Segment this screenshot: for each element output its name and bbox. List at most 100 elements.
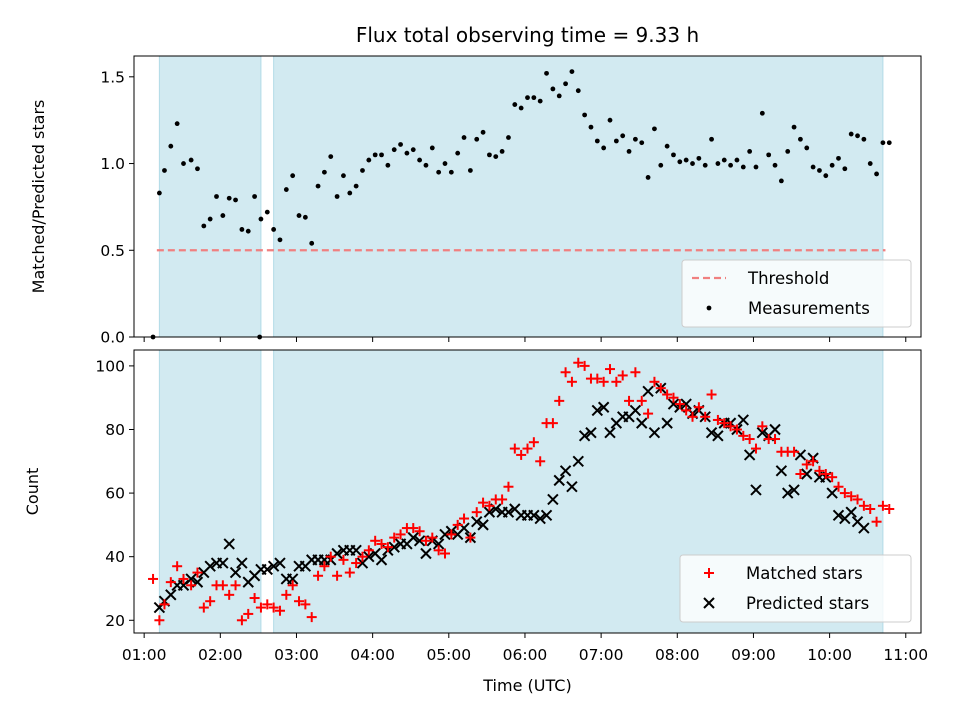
x-tick-label: 03:00 [274,646,319,664]
measurement-point [201,223,207,229]
measurement-point [296,213,302,218]
predicted-star-point [826,487,838,499]
measurement-point [315,183,321,189]
matched-star-point [579,360,590,371]
top-observing-windows [158,55,884,338]
matched-star-point [249,593,260,604]
predicted-star-point [667,398,680,410]
measurement-point [766,152,772,158]
matched-star-point [357,551,368,562]
measurement-point [226,195,232,201]
legend-matched-marker [704,568,714,578]
measurement-point [353,183,359,189]
predicted-star-point [775,465,788,477]
matched-star-point [865,503,876,514]
predicted-star-point [585,426,597,439]
measurement-point [747,149,753,154]
measurement-point [360,168,365,173]
matched-star-point [319,561,330,572]
measurement-point [531,95,537,101]
measurement-point [455,150,461,156]
measurement-point [493,154,499,160]
measurement-point [569,69,575,75]
matched-star-point [630,367,641,378]
measurement-point [174,121,180,127]
measurement-point [861,136,867,142]
top-y-tick-label: 1.5 [100,68,125,86]
measurement-point [506,135,511,140]
measurement-point [753,164,759,170]
x-tick-label: 06:00 [503,646,548,664]
predicted-star-point [566,481,578,493]
measurement-point [277,237,283,243]
predicted-star-point [782,487,794,499]
matched-star-point [808,456,819,467]
measurement-point [156,190,162,196]
measurement-point [759,110,765,116]
measurement-point [728,162,733,168]
measurement-point [442,161,448,166]
top-y-axis-label: Matched/Predicted stars [29,100,48,294]
measurement-point [429,145,435,151]
predicted-star-point [547,493,559,506]
predicted-star-point [165,589,177,601]
predicted-star-point [388,541,400,553]
measurement-point [607,117,613,123]
matched-star-point [300,599,311,610]
measurement-point [791,124,797,130]
predicted-star-point [756,426,769,439]
measurement-point [652,126,657,132]
measurement-point [258,216,264,222]
matched-star-point [427,532,438,543]
legend-matched-label: Matched stars [746,564,863,583]
x-tick-label: 11:00 [883,646,928,664]
measurement-point [867,161,873,166]
matched-star-point [224,589,235,600]
matched-star-point [287,580,298,591]
matched-star-point [566,376,577,387]
measurement-point [461,135,467,140]
matched-star-point [598,376,609,387]
measurement-point [702,162,708,168]
predicted-star-point [286,573,299,585]
matched-star-point [516,449,527,460]
matched-star-point [795,469,806,480]
predicted-star-point [845,506,857,518]
measurement-point [220,213,226,218]
matched-star-point [757,421,768,432]
measurement-point [467,168,473,173]
measurement-point [575,88,581,94]
measurement-point [721,157,727,163]
matched-star-point [294,596,305,607]
measurement-point [207,216,213,222]
matched-star-point [871,516,882,527]
measurement-point [474,136,480,142]
matched-star-point [827,472,838,483]
chart-title: Flux total observing time = 9.33 h [356,23,699,47]
matched-star-point [801,459,812,470]
legend-matched-swatch [704,568,714,578]
predicted-star-point [604,426,616,439]
legend-measurements-swatch [706,305,712,311]
top-x-ticks [143,337,907,342]
measurement-point [626,149,632,154]
predicted-star-point [540,509,553,522]
matched-star-point [172,561,183,572]
measurement-point [620,133,626,139]
measurement-point [283,187,289,192]
matched-star-point [255,602,266,613]
measurement-point [162,168,167,173]
measurement-point [785,149,791,154]
matched-star-point [433,545,444,556]
measurement-point [512,102,518,107]
predicted-star-point [229,566,242,579]
measurement-point [188,157,194,163]
predicted-star-point [750,484,762,496]
matched-star-point [522,443,533,454]
matched-star-point [731,424,742,435]
predicted-star-point [375,554,388,566]
measurement-point [588,124,594,130]
measurement-point [734,157,740,163]
measurement-point [829,162,835,168]
measurement-point [632,136,638,142]
